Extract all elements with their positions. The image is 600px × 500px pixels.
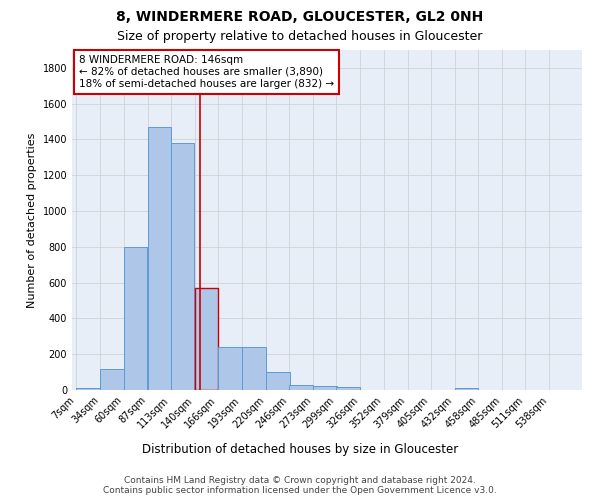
Bar	[337, 388, 360, 390]
Bar	[242, 347, 266, 390]
Bar	[313, 386, 337, 390]
Bar	[171, 143, 194, 390]
Text: Contains HM Land Registry data © Crown copyright and database right 2024.
Contai: Contains HM Land Registry data © Crown c…	[103, 476, 497, 495]
Bar	[289, 384, 313, 390]
Text: Size of property relative to detached houses in Gloucester: Size of property relative to detached ho…	[118, 30, 482, 43]
Bar	[266, 372, 290, 390]
Text: 8 WINDERMERE ROAD: 146sqm
← 82% of detached houses are smaller (3,890)
18% of se: 8 WINDERMERE ROAD: 146sqm ← 82% of detac…	[79, 56, 334, 88]
Bar	[218, 347, 242, 390]
Bar	[148, 127, 171, 390]
Text: Distribution of detached houses by size in Gloucester: Distribution of detached houses by size …	[142, 442, 458, 456]
Bar	[195, 288, 218, 390]
Text: 8, WINDERMERE ROAD, GLOUCESTER, GL2 0NH: 8, WINDERMERE ROAD, GLOUCESTER, GL2 0NH	[116, 10, 484, 24]
Bar	[100, 368, 124, 390]
Bar	[455, 388, 478, 390]
Bar	[76, 388, 100, 390]
Bar	[124, 247, 147, 390]
Y-axis label: Number of detached properties: Number of detached properties	[27, 132, 37, 308]
